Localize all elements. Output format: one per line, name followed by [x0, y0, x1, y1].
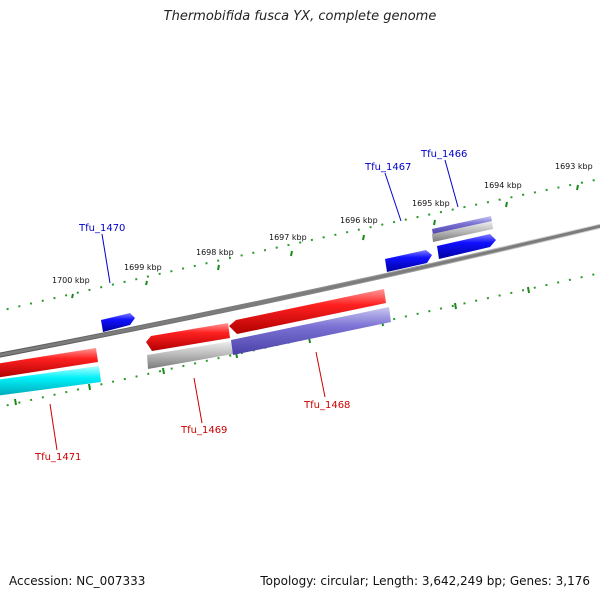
- gene-arrow-tfu-1469[interactable]: [146, 323, 230, 351]
- scale-label: 1697 kbp: [269, 233, 307, 242]
- gene-label-tfu-1467[interactable]: Tfu_1467: [364, 162, 411, 173]
- accession-label: Accession: NC_007333: [9, 574, 146, 588]
- gene-callout-lines: [49, 159, 459, 451]
- gene-arrow-tfu-1466[interactable]: [437, 234, 496, 259]
- gene-arrow-tfu-1471[interactable]: [0, 348, 98, 378]
- forward-tick-ring: [0, 177, 600, 312]
- gene-label-tfu-1470[interactable]: Tfu_1470: [78, 223, 125, 234]
- scale-label: 1700 kbp: [52, 276, 90, 285]
- reverse-genes: [0, 289, 391, 396]
- gene-label-tfu-1466[interactable]: Tfu_1466: [420, 149, 467, 160]
- scale-label: 1699 kbp: [124, 263, 162, 272]
- map-title: Thermobifida fusca YX, complete genome: [163, 9, 437, 24]
- gene-arrow-tfu-1468[interactable]: [229, 289, 386, 334]
- gene-arrow-tfu-1470[interactable]: [101, 313, 135, 332]
- forward-genes: [101, 216, 496, 332]
- feature-bar-purple-tfu-1466: [432, 216, 492, 235]
- gene-label-tfu-1468[interactable]: Tfu_1468: [303, 400, 350, 411]
- scale-label: 1698 kbp: [196, 248, 234, 257]
- scale-label: 1695 kbp: [412, 199, 450, 208]
- topology-label: Topology: circular; Length: 3,642,249 bp…: [260, 574, 590, 588]
- scale-label: 1696 kbp: [340, 216, 378, 225]
- feature-bar-gray-tfu-1469: [147, 341, 233, 369]
- forward-major-ticks: [71, 184, 579, 299]
- feature-bar-purple-tfu-1468: [231, 307, 391, 355]
- feature-bar-gray-tfu-1466: [432, 221, 493, 242]
- gene-label-tfu-1471[interactable]: Tfu_1471: [34, 452, 81, 463]
- scale-label: 1693 kbp: [555, 162, 593, 171]
- scale-label: 1694 kbp: [484, 181, 522, 190]
- feature-bar-cyan-tfu-1471: [0, 366, 101, 396]
- gene-label-tfu-1469[interactable]: Tfu_1469: [180, 425, 227, 436]
- gene-arrow-tfu-1467[interactable]: [385, 250, 432, 272]
